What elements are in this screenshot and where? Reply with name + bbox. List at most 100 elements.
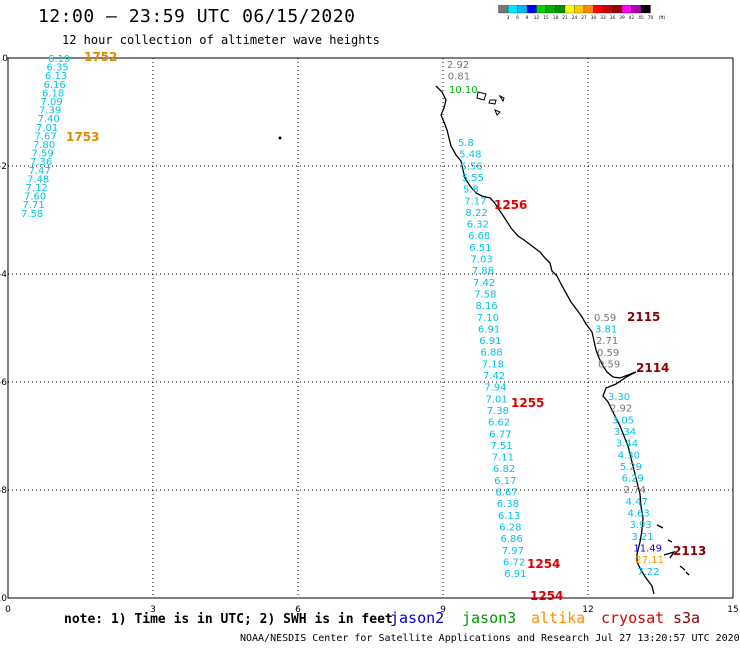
wave-value: 7.18	[482, 359, 504, 370]
wave-value: 7.38	[487, 406, 509, 417]
colorbar-label: 12	[534, 15, 540, 21]
pass-id-label: 1254	[530, 589, 563, 603]
colorbar-label: 6	[516, 15, 519, 21]
wave-value: 7.03	[471, 255, 493, 266]
legend-jason3: jason3	[462, 609, 517, 627]
wave-value: 6.38	[497, 499, 519, 510]
wave-value: 7.60	[24, 192, 46, 203]
wave-value: 0.59	[594, 313, 616, 324]
wave-value: 7.48	[27, 174, 49, 185]
wave-value: 7.11	[492, 453, 514, 464]
colorbar-label: 21	[562, 15, 568, 21]
wave-value: 6.77	[489, 429, 511, 440]
wave-value: 6.82	[493, 464, 515, 475]
y-tick-label: -2	[0, 162, 7, 172]
x-tick-label: 3	[150, 605, 156, 612]
colorbar-label: 15	[543, 15, 549, 21]
wave-value: 7.71	[23, 200, 45, 211]
wave-value: 7.67	[35, 131, 57, 142]
wave-value: 7.01	[36, 123, 58, 134]
wave-value: 7.47	[29, 166, 51, 177]
wave-value: 7.36	[30, 157, 52, 168]
wave-value: 6.18	[42, 88, 64, 99]
wave-value: 6.51	[469, 243, 491, 254]
x-tick-label: 12	[582, 605, 593, 612]
x-tick-label: 6	[295, 605, 301, 612]
map-frame	[7, 57, 734, 599]
colorbar-label: 24	[572, 15, 578, 21]
wave-value: 3.34	[614, 427, 636, 438]
colorbar-label: 27	[581, 15, 587, 21]
wave-value: 3.05	[612, 415, 634, 426]
pass-id-label: 1254	[527, 557, 560, 571]
wave-value: 7.17	[464, 196, 486, 207]
wave-value: 6.13	[498, 511, 520, 522]
colorbar-swatch	[640, 5, 651, 14]
pass-id-label: 1255	[511, 396, 544, 410]
y-tick-label: -4	[0, 270, 7, 280]
wave-value: 3.30	[608, 392, 630, 403]
wave-value: 8.22	[466, 208, 488, 219]
colorbar-label: (ft)	[659, 15, 666, 21]
x-tick-label: 15	[727, 605, 738, 612]
wave-value: 7.97	[502, 546, 524, 557]
wave-height-colorbar: 3 6 9 12 15 18 21 24 27 30 33 36 39 42 45 70 (ft)	[498, 5, 666, 21]
y-tick-label: -10	[0, 594, 7, 604]
wave-value: 5.29	[620, 462, 642, 473]
island-group	[656, 524, 690, 576]
wave-value: 7.59	[32, 149, 54, 160]
pass-id-label: 2115	[627, 310, 660, 324]
page-subtitle: 12 hour collection of altimeter wave hei…	[62, 33, 380, 47]
wave-value: 6.28	[499, 522, 521, 533]
wave-value: 6.91	[478, 324, 500, 335]
wave-value: 6.91	[504, 569, 526, 580]
wave-value: 5.56	[461, 161, 483, 172]
wave-value: 7.80	[33, 140, 55, 151]
wave-value: 6.13	[45, 71, 67, 82]
wave-value: 0.59	[598, 359, 620, 370]
wave-value: 6.86	[501, 534, 523, 545]
wave-value: 8.16	[476, 301, 498, 312]
wave-value: 7.10	[477, 313, 499, 324]
wave-value: 3.93	[629, 520, 651, 531]
wave-value: 5.48	[459, 150, 481, 161]
wave-value: 6.17	[494, 476, 516, 487]
wave-value: 7.42	[473, 278, 495, 289]
footer-note: note: 1) Time is in UTC; 2) SWH is in fe…	[64, 612, 393, 627]
legend-cryosat: cryosat	[601, 609, 665, 627]
wave-value: 7.39	[39, 106, 61, 117]
colorbar-label: 45	[638, 15, 644, 21]
wave-value: 5.55	[462, 173, 484, 184]
wave-value: 6.62	[488, 418, 510, 429]
wave-value: 4.30	[618, 450, 640, 461]
wave-value: 0.81	[448, 72, 470, 83]
wave-value: 7.58	[474, 289, 496, 300]
wave-value: 3.81	[595, 325, 617, 336]
wave-value: 3.21	[631, 532, 653, 543]
colorbar-label: 42	[629, 15, 635, 21]
colorbar-label: 36	[610, 15, 616, 21]
pass-id-label: 1753	[66, 130, 99, 144]
page-title: 12:00 – 23:59 UTC 06/15/2020	[38, 6, 356, 27]
wave-value: 11.49	[633, 543, 662, 554]
colorbar-label: 9	[526, 15, 529, 21]
wave-value: 0.59	[597, 348, 619, 359]
credit-line: NOAA/NESDIS Center for Satellite Applica…	[240, 633, 740, 644]
colorbar-label: 30	[591, 15, 597, 21]
legend-altika: altika	[531, 609, 586, 627]
wave-value: 6.91	[479, 336, 501, 347]
wave-value: 6.88	[481, 348, 503, 359]
wave-value: 27.11	[635, 555, 664, 566]
wave-value: 3.44	[616, 439, 638, 450]
wave-value: 4.63	[628, 509, 650, 520]
wave-value: 6.68	[468, 231, 490, 242]
colorbar-label: 33	[600, 15, 606, 21]
pass-id-label: 2113	[673, 544, 706, 558]
x-tick-label: 9	[440, 605, 446, 612]
wave-value: 7.58	[21, 209, 43, 220]
altimeter-map[interactable]: 036912150-2-4-6-8-106.196.356.136.166.18…	[0, 0, 740, 612]
wave-value: 7.01	[486, 394, 508, 405]
colorbar-label: 70	[648, 15, 654, 21]
x-tick-label: 0	[5, 605, 11, 612]
wave-value: 6.29	[622, 474, 644, 485]
